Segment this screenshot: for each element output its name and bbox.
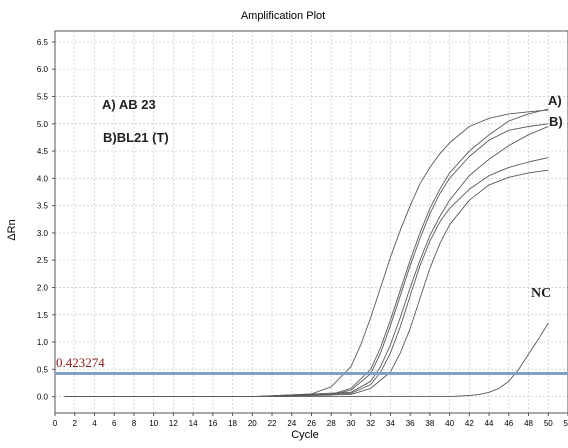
- y-tick-label: 6.0: [37, 65, 49, 74]
- x-tick-label: 44: [485, 419, 494, 428]
- series-a-end-label: A): [548, 93, 562, 108]
- x-tick-label: 24: [287, 419, 296, 428]
- x-tick-label: 48: [524, 419, 533, 428]
- x-tick-label: 18: [228, 419, 237, 428]
- nc-label: NC: [531, 286, 551, 301]
- series-line-5: [64, 157, 549, 398]
- x-axis-label: Cycle: [291, 429, 319, 441]
- x-tick-label: 46: [504, 419, 513, 428]
- plot-frame: [54, 30, 568, 414]
- x-tick-label: 22: [268, 419, 277, 428]
- x-tick-label: 36: [406, 419, 415, 428]
- series-line-2: [64, 108, 549, 398]
- series-line-6: [64, 169, 549, 398]
- x-tick-label: 20: [248, 419, 257, 428]
- x-tick-label: 14: [189, 419, 198, 428]
- grid: [54, 31, 568, 413]
- x-tick-label: 50: [544, 419, 553, 428]
- y-tick-label: 5.0: [37, 120, 49, 129]
- y-tick-label: 6.5: [37, 38, 49, 47]
- y-tick-label: 3.5: [37, 202, 49, 211]
- y-tick-label: 4.0: [37, 174, 49, 183]
- legend-a-label: A) AB 23: [102, 97, 156, 112]
- x-tick-label: 0: [53, 419, 58, 428]
- legend-b-label: B)BL21 (T): [103, 130, 169, 145]
- y-tick-label: 3.0: [37, 229, 49, 238]
- series-b-end-label: B): [549, 114, 563, 129]
- x-tick-label: 40: [445, 419, 454, 428]
- x-tick-label: 2: [73, 419, 78, 428]
- series-line-3: [64, 123, 549, 398]
- x-tick-label: 52: [564, 419, 568, 428]
- x-tick-label: 26: [307, 419, 316, 428]
- x-tick-label: 28: [327, 419, 336, 428]
- y-tick-label: 2.5: [37, 256, 49, 265]
- y-tick-label: 0.0: [37, 393, 49, 402]
- x-tick-label: 42: [465, 419, 474, 428]
- series-line-4: [64, 126, 549, 398]
- y-tick-label: 5.5: [37, 92, 49, 101]
- x-tick-label: 4: [92, 419, 97, 428]
- x-tick-label: 34: [386, 419, 395, 428]
- y-axis-label: ΔRn: [6, 219, 18, 240]
- x-tick-label: 16: [208, 419, 217, 428]
- y-tick-label: 2.0: [37, 283, 49, 292]
- x-tick-label: 30: [347, 419, 356, 428]
- x-tick-label: 32: [366, 419, 375, 428]
- y-tick-label: 4.5: [37, 147, 49, 156]
- series-line-7: [64, 322, 549, 398]
- y-tick-label: 1.0: [37, 338, 49, 347]
- x-tick-label: 38: [425, 419, 434, 428]
- x-tick-label: 12: [169, 419, 178, 428]
- y-tick-label: 0.5: [37, 365, 49, 374]
- y-tick-label: 1.5: [37, 311, 49, 320]
- series-line-1: [64, 109, 549, 398]
- series-lines: [64, 108, 549, 398]
- x-tick-label: 6: [112, 419, 117, 428]
- chart-title: Amplification Plot: [241, 10, 325, 22]
- x-tick-label: 8: [132, 419, 137, 428]
- threshold-label: 0.423274: [56, 355, 105, 370]
- x-tick-label: 10: [149, 419, 158, 428]
